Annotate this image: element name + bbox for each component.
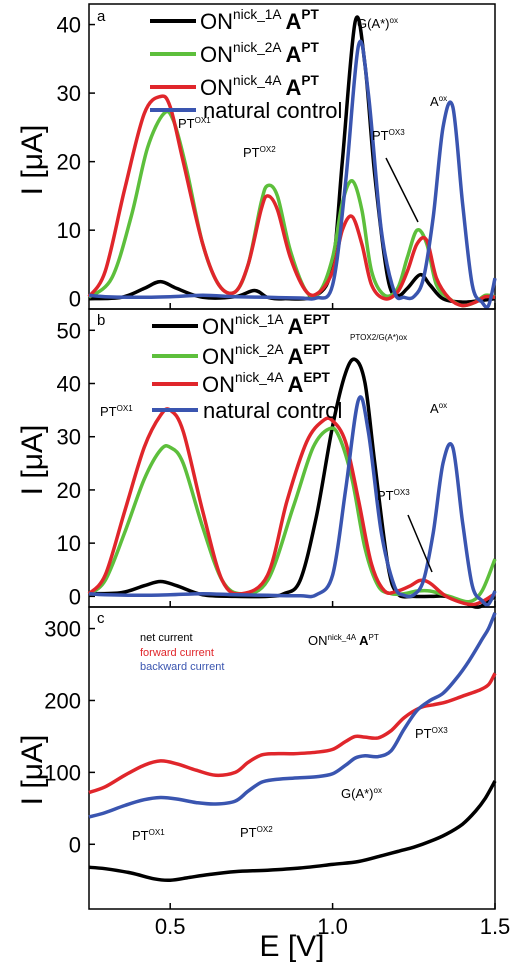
legend-b-entry-nick-4a: ONnick_4A AEPT [202, 370, 331, 397]
y-tick-label: 40 [57, 372, 81, 397]
annot-a-pt-ox3-pointer [385, 157, 419, 223]
x-tick-label: 0.5 [155, 914, 186, 939]
panel-a: a 0 10 20 30 40 I [μA] ONnick_1A APT ONnick_2… [16, 3, 497, 312]
series-line-nick-1a [88, 15, 496, 304]
series-line-forward [88, 672, 497, 795]
annot-a-pt-ox2: PTOX2 [243, 145, 276, 160]
series-line-backward [88, 612, 497, 819]
panel-c: c 0 100 200 300 0.5 1.0 1.5 I [μA] E [V] net c… [16, 606, 510, 963]
series-line-natural [88, 39, 497, 309]
series-line-nick-4a [87, 407, 496, 607]
annot-b-pt-ox3: PTOX3 [377, 488, 410, 503]
y-tick-label: 30 [57, 81, 81, 106]
annot-c-pt-ox3: PTOX3 [415, 726, 448, 741]
annot-a-g-ox: G(A*)ox [357, 16, 398, 31]
y-tick-label: 0 [69, 832, 81, 857]
panel-b-legend: ONnick_1A AEPT ONnick_2A AEPT ONnick_4A AEP… [152, 312, 342, 423]
y-tick-label: 200 [44, 688, 81, 713]
annot-a-pt-ox1: PTOX1 [178, 116, 211, 131]
panel-c-series [88, 612, 497, 883]
panel-c-ticks: 0 100 200 300 0.5 1.0 1.5 [44, 617, 510, 939]
panel-a-y-axis-title: I [μA] [16, 125, 49, 196]
legend-b-entry-natural: natural control [203, 398, 342, 423]
panel-b: b 0 10 20 30 40 50 I [μA] ONnick_1A AEPT ONnic… [16, 308, 497, 609]
legend-a-entry-nick-1a: ONnick_1A APT [200, 7, 319, 34]
y-tick-label: 20 [57, 150, 81, 175]
panel-c-y-axis-title: I [μA] [16, 735, 49, 806]
annot-b-pt-ox1: PTOX1 [100, 404, 133, 419]
series-line-nick-1a [88, 357, 497, 609]
y-tick-label: 100 [44, 760, 81, 785]
panel-b-y-axis-title: I [μA] [16, 425, 49, 496]
y-tick-label: 50 [57, 318, 81, 343]
y-tick-label: 10 [57, 531, 81, 556]
annot-b-pt-ox3-pointer [407, 514, 433, 573]
y-tick-label: 20 [57, 478, 81, 503]
series-line-natural [88, 395, 497, 607]
panel-a-y-ticks: 0 10 20 30 40 [57, 13, 496, 312]
panel-b-y-ticks: 0 10 20 30 40 50 [57, 318, 496, 609]
series-line-net [88, 780, 497, 883]
legend-b-entry-nick-1a: ONnick_1A AEPT [202, 312, 331, 339]
annot-c-g-ox: G(A*)ox [341, 786, 382, 801]
legend-a-entry-nick-4a: ONnick_4A APT [200, 73, 319, 100]
y-tick-label: 0 [69, 584, 81, 609]
x-tick-label: 1.5 [480, 914, 511, 939]
series-line-nick-4a [87, 94, 496, 308]
panel-c-letter: c [97, 610, 105, 627]
y-tick-label: 0 [69, 287, 81, 312]
panel-a-series [87, 15, 497, 309]
annot-a-a-ox: Aox [430, 94, 447, 109]
panel-b-letter: b [97, 312, 105, 329]
y-tick-label: 40 [57, 13, 81, 38]
panel-a-letter: a [97, 8, 106, 25]
annot-c-pt-ox1: PTOX1 [132, 828, 165, 843]
annot-b-a-ox: Aox [430, 401, 447, 416]
panel-b-series [87, 357, 497, 609]
legend-c-backward: backward current [140, 661, 224, 673]
legend-b-entry-nick-2a: ONnick_2A AEPT [202, 342, 331, 369]
annot-a-pt-ox3: PTOX3 [372, 128, 405, 143]
y-tick-label: 30 [57, 425, 81, 450]
x-axis-title: E [V] [259, 930, 324, 963]
panel-a-legend: ONnick_1A APT ONnick_2A APT ONnick_4A APT n… [150, 7, 342, 123]
series-line-nick-2a [87, 426, 497, 604]
legend-a-entry-nick-2a: ONnick_2A APT [200, 40, 319, 67]
legend-c-forward: forward current [140, 647, 214, 659]
y-tick-label: 300 [44, 617, 81, 642]
annot-b-pt-ox2-g-ox: PTOX2/G(A*)ox [350, 333, 407, 342]
panel-c-frame [88, 606, 496, 910]
x-tick-label: 1.0 [317, 914, 348, 939]
legend-a-entry-natural: natural control [203, 98, 342, 123]
y-tick-label: 10 [57, 218, 81, 243]
annot-c-title: ONnick_4A APT [308, 633, 379, 648]
panel-c-legend: net current forward current backward cur… [140, 632, 224, 673]
legend-c-net: net current [140, 632, 193, 644]
annot-c-pt-ox2: PTOX2 [240, 825, 273, 840]
